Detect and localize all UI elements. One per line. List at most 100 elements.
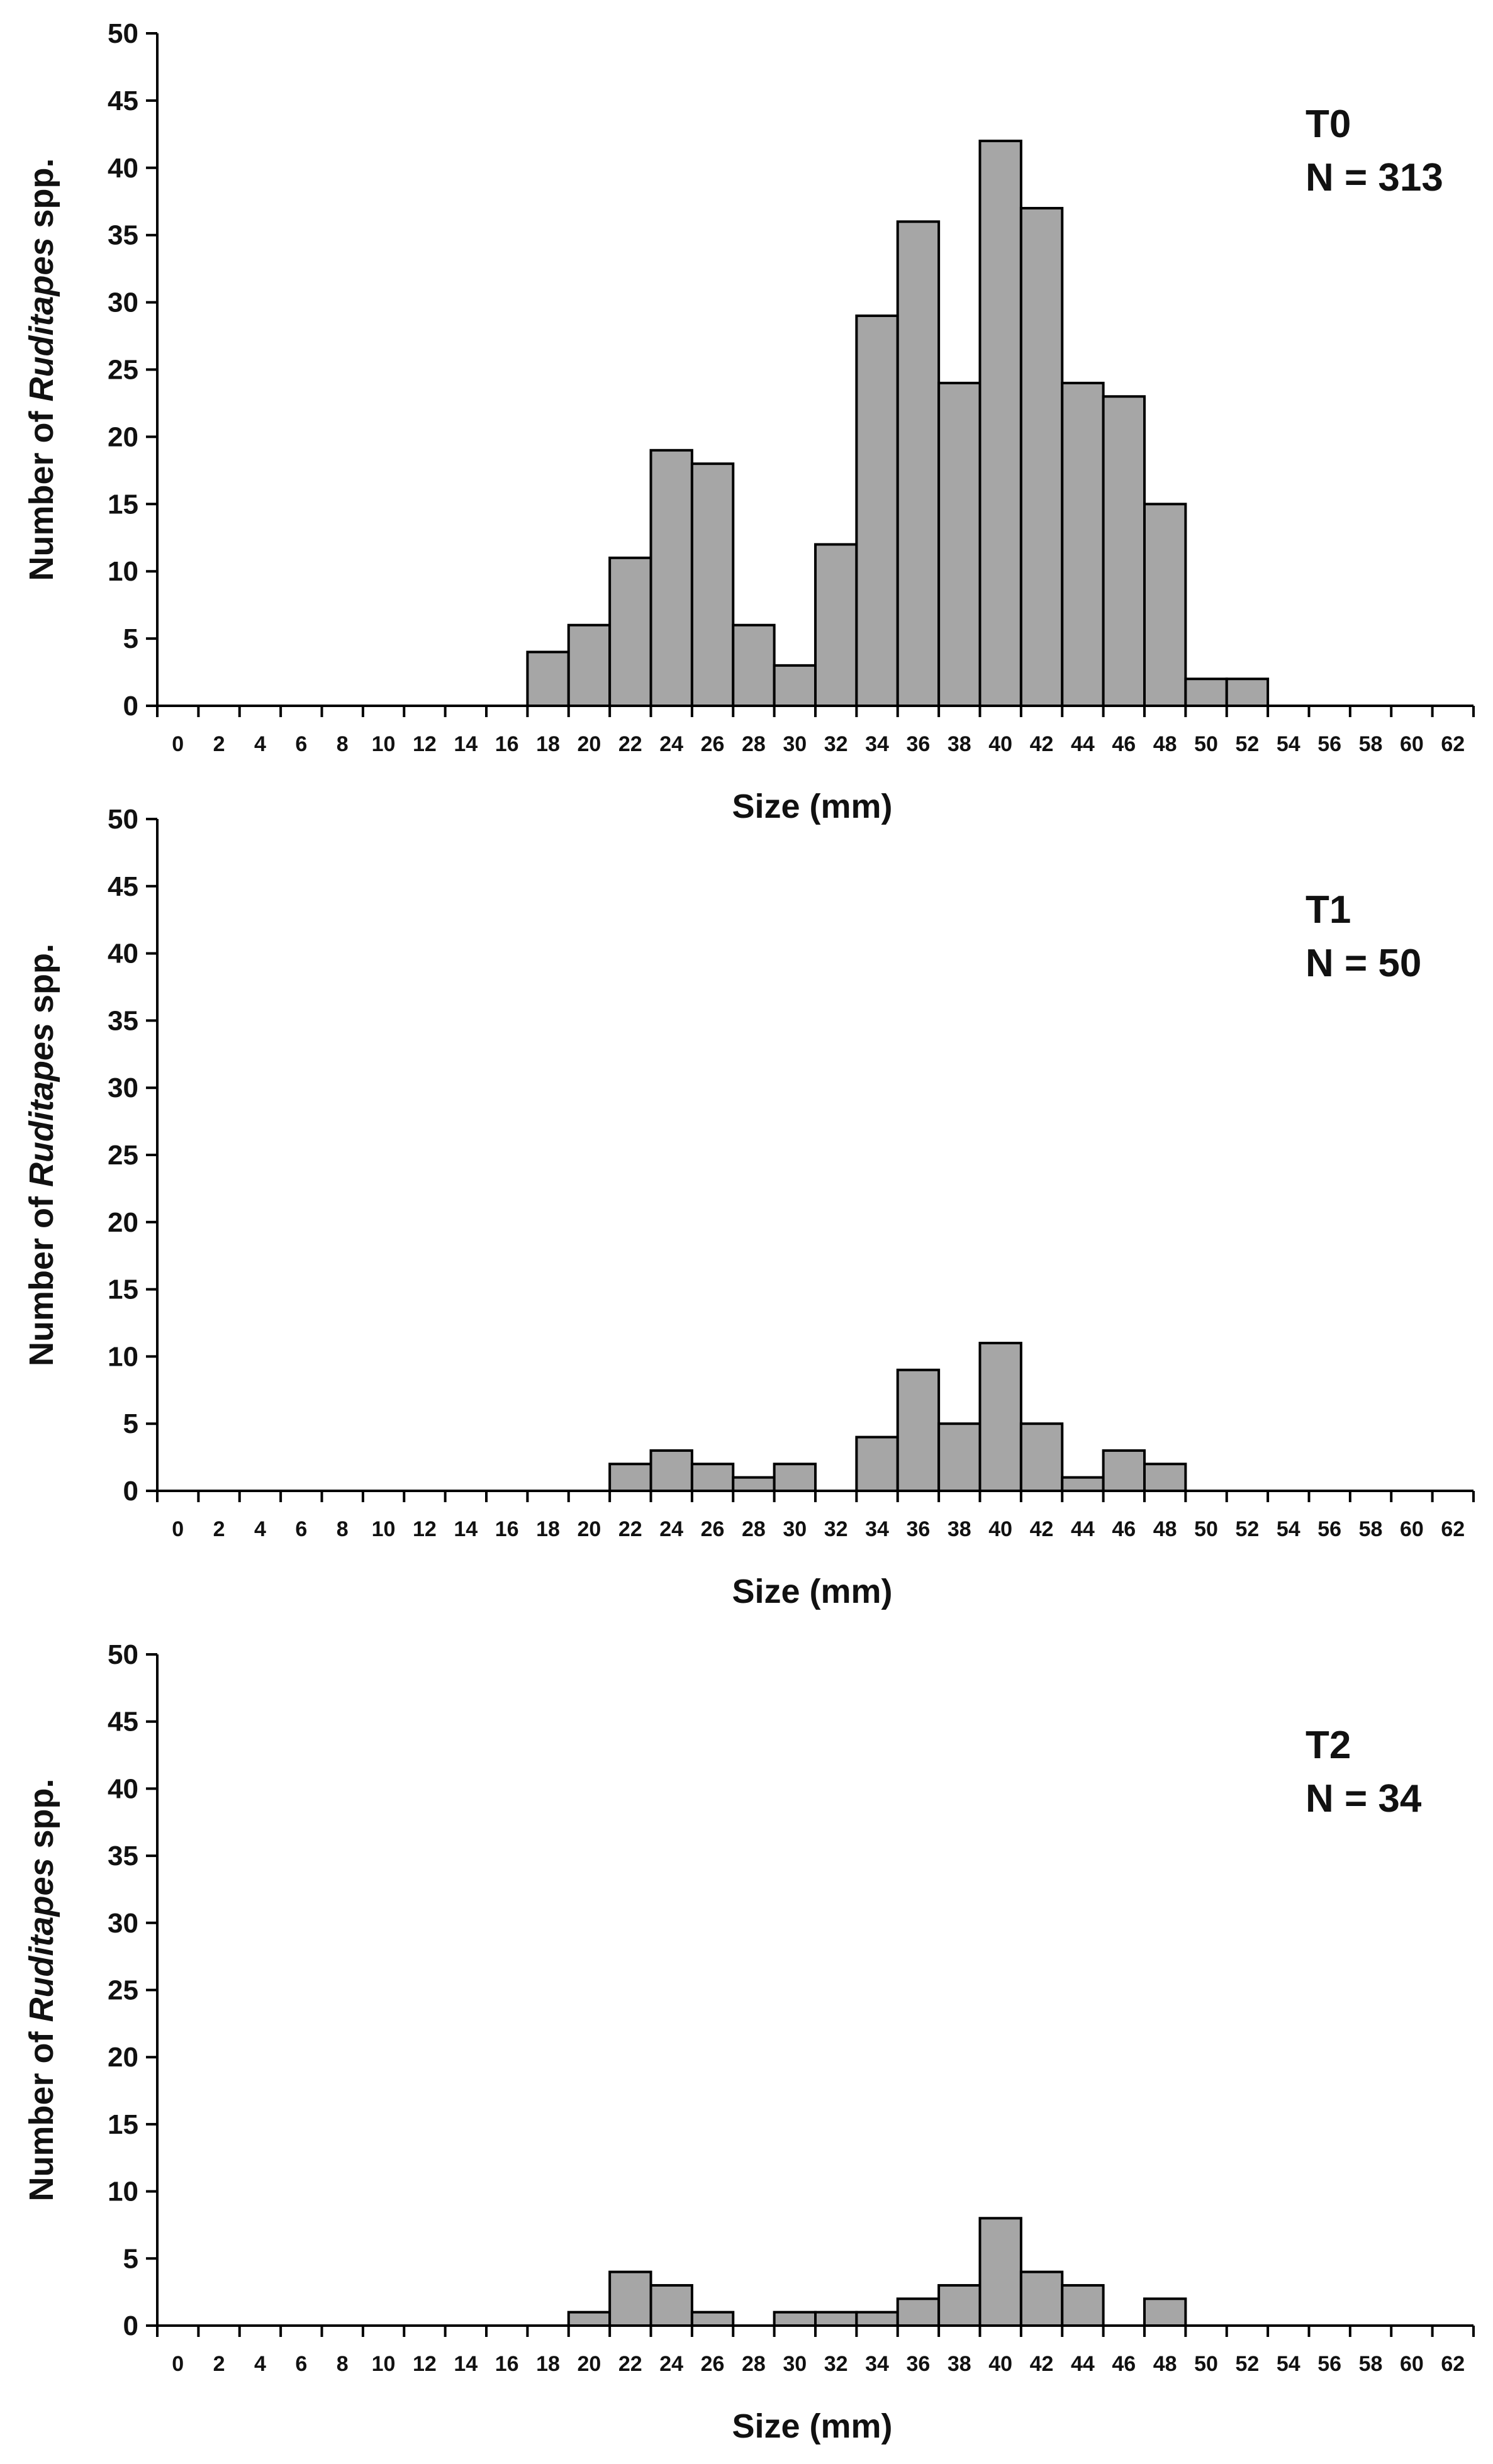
x-tick-label: 58 [1359,1517,1383,1541]
y-tick-label: 30 [108,1073,138,1103]
x-tick-label: 16 [495,1517,519,1541]
bar-32mm [814,543,858,707]
bar-44mm [1061,2283,1105,2327]
y-tick-label: 10 [108,1341,138,1372]
x-tick-label: 4 [254,2352,266,2376]
x-axis-title: Size (mm) [732,788,892,825]
x-tick-label: 24 [659,1517,683,1541]
x-tick-label: 12 [413,1517,437,1541]
y-axis-title-suffix: spp. [23,158,60,237]
x-tick-label: 40 [988,732,1012,756]
x-tick-label: 0 [172,2352,184,2376]
x-tick-label: 52 [1236,2352,1260,2376]
x-tick-label: 30 [783,2352,807,2376]
x-tick-label: 0 [172,732,184,756]
x-tick-label: 24 [659,2352,683,2376]
x-tick-label: 4 [254,1517,266,1541]
y-tick-label: 35 [108,220,138,251]
sample-size-label: N = 34 [1306,1777,1422,1820]
y-tick-label: 15 [108,1274,138,1305]
bar-40mm [978,2217,1022,2327]
bar-38mm [937,1422,981,1492]
x-tick-label: 14 [454,732,478,756]
y-tick-label: 30 [108,1908,138,1939]
y-tick-label: 50 [108,1639,138,1670]
panel-label: T0 [1306,103,1351,146]
x-tick-label: 62 [1441,2352,1465,2376]
x-tick-label: 10 [372,732,396,756]
y-axis-title: Number of Ruditapes spp. [23,1778,60,2201]
x-tick-label: 10 [372,2352,396,2376]
x-tick-label: 48 [1153,732,1177,756]
y-tick-label: 10 [108,2177,138,2207]
x-axis-title: Size (mm) [732,2407,892,2445]
x-tick-label: 22 [618,1517,642,1541]
y-tick-label: 5 [123,623,138,654]
y-tick-label: 25 [108,355,138,386]
x-tick-label: 22 [618,2352,642,2376]
bar-28mm [732,623,776,707]
x-tick-label: 44 [1071,1517,1095,1541]
x-tick-label: 28 [742,732,766,756]
y-tick-label: 40 [108,153,138,184]
y-tick-label: 15 [108,489,138,520]
bar-42mm [1019,2270,1064,2327]
y-tick-label: 50 [108,18,138,49]
x-tick-label: 38 [948,2352,971,2376]
bar-38mm [937,2283,981,2327]
x-tick-label: 36 [907,2352,931,2376]
y-axis-title-genus: Ruditapes [23,1858,60,2022]
x-tick-label: 42 [1030,732,1054,756]
y-tick-label: 10 [108,556,138,587]
y-tick-label: 0 [123,2311,138,2341]
x-tick-label: 46 [1112,2352,1136,2376]
y-tick-label: 40 [108,939,138,969]
x-tick-label: 14 [454,1517,478,1541]
sample-size-label: N = 313 [1306,156,1443,199]
bar-46mm [1102,1449,1146,1492]
bar-24mm [649,1449,693,1492]
panel-label: T1 [1306,888,1351,932]
x-tick-label: 26 [701,1517,725,1541]
x-tick-label: 52 [1236,1517,1260,1541]
x-tick-label: 50 [1194,1517,1218,1541]
x-tick-label: 34 [865,732,889,756]
x-tick-label: 8 [337,2352,349,2376]
bar-38mm [937,381,981,707]
bar-30mm [773,1463,817,1493]
x-tick-label: 58 [1359,732,1383,756]
x-tick-label: 28 [742,2352,766,2376]
bar-30mm [773,664,817,707]
x-tick-label: 40 [988,2352,1012,2376]
x-tick-label: 20 [578,732,601,756]
x-tick-label: 56 [1317,1517,1341,1541]
x-tick-label: 50 [1194,732,1218,756]
x-tick-label: 6 [295,2352,307,2376]
x-tick-label: 54 [1277,1517,1300,1541]
bar-44mm [1061,381,1105,707]
x-tick-label: 20 [578,2352,601,2376]
bar-24mm [649,449,693,708]
x-tick-label: 42 [1030,1517,1054,1541]
x-tick-label: 16 [495,732,519,756]
bar-36mm [896,1368,941,1493]
x-tick-label: 2 [213,2352,225,2376]
x-tick-label: 28 [742,1517,766,1541]
bar-18mm [526,650,570,707]
x-tick-label: 12 [413,2352,437,2376]
x-tick-label: 24 [659,732,683,756]
x-tick-label: 36 [907,732,931,756]
bar-20mm [567,623,612,707]
x-tick-label: 6 [295,732,307,756]
bar-48mm [1143,1463,1187,1493]
x-tick-label: 14 [454,2352,478,2376]
x-tick-label: 56 [1317,732,1341,756]
y-tick-label: 0 [123,1476,138,1507]
bar-20mm [567,2311,612,2327]
bar-26mm [690,1463,735,1493]
y-tick-label: 35 [108,1005,138,1036]
y-axis-title-suffix: spp. [23,944,60,1023]
y-tick-label: 20 [108,1207,138,1238]
